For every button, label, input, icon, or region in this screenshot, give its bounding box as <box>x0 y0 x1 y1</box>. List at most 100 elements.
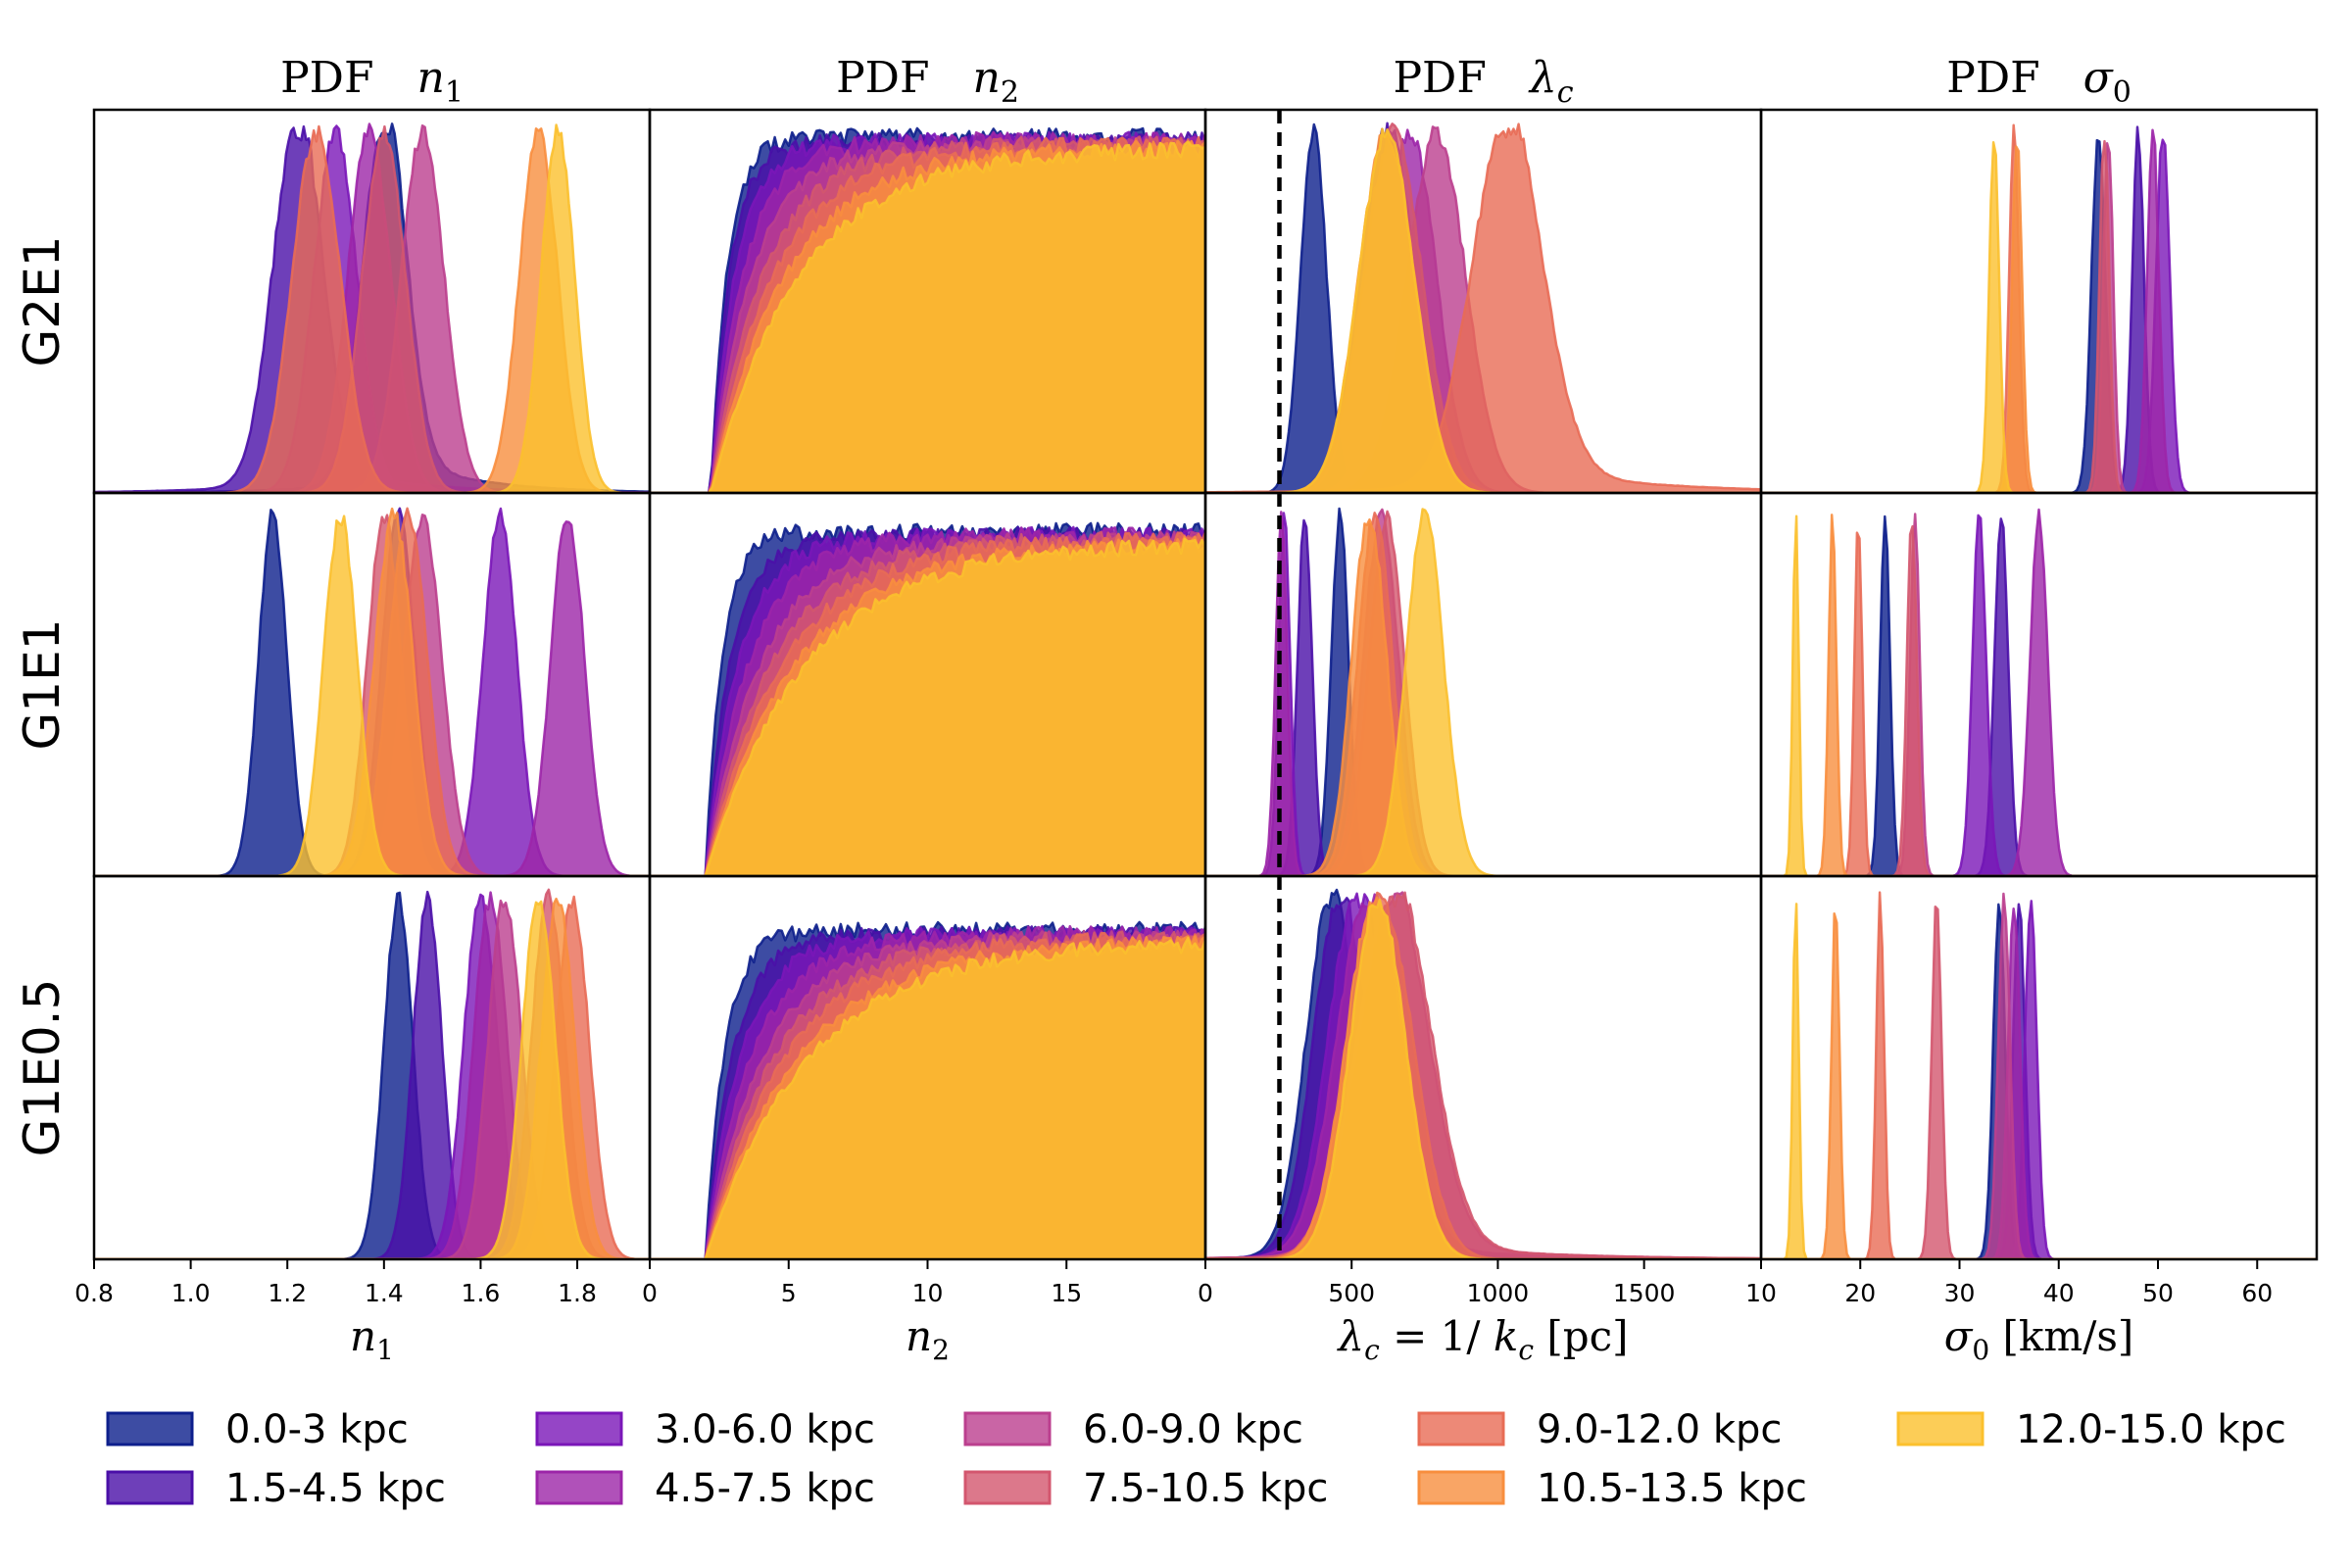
legend-item: 7.5-10.5 kpc <box>963 1466 1328 1511</box>
density-3-0-6-0-kpc <box>1761 138 2317 493</box>
x-axis-label-4: σ0 [km/s] <box>1944 1312 2134 1366</box>
legend-label: 9.0-12.0 kpc <box>1537 1407 1782 1452</box>
x-tick-label: 1.0 <box>172 1279 211 1307</box>
density-12-0-15-0-kpc <box>650 140 1205 493</box>
legend-item: 4.5-7.5 kpc <box>535 1466 875 1511</box>
legend-swatch <box>106 1411 194 1446</box>
density-12-0-15-0-kpc <box>650 537 1205 876</box>
legend-swatch <box>106 1470 194 1505</box>
legend-label: 10.5-13.5 kpc <box>1537 1466 1807 1511</box>
column-title-3: PDF λc <box>1393 53 1573 110</box>
row-label-G1E1: G1E1 <box>14 619 71 751</box>
density-4-5-7-5-kpc <box>1761 128 2317 493</box>
density-10-5-13-5-kpc <box>94 507 650 876</box>
density-1-5-4-5-kpc <box>1205 897 1761 1259</box>
legend-swatch <box>963 1411 1052 1446</box>
x-tick-label: 1.6 <box>462 1279 501 1307</box>
row-label-group: G1E0.5 <box>14 979 71 1157</box>
panel-frame <box>1759 874 2319 1261</box>
density-12-0-15-0-kpc <box>1205 508 1761 876</box>
panel-1-2 <box>650 126 1205 493</box>
panel-1-3 <box>1205 122 1761 493</box>
legend-item: 3.0-6.0 kpc <box>535 1407 875 1452</box>
density-4-5-7-5-kpc <box>1205 511 1761 876</box>
density-0-0-3-kpc <box>94 891 650 1259</box>
density-1-5-4-5-kpc <box>1761 125 2317 493</box>
panel-2-4 <box>1761 508 2317 876</box>
column-title-2: PDF n2 <box>836 53 1019 110</box>
legend-swatch <box>535 1411 623 1446</box>
legend-swatch <box>535 1470 623 1505</box>
x-tick-label: 5 <box>781 1279 797 1307</box>
legend-item: 9.0-12.0 kpc <box>1417 1407 1782 1452</box>
density-0-0-3-kpc <box>1761 138 2317 493</box>
legend-item: 10.5-13.5 kpc <box>1417 1466 1807 1511</box>
legend-label: 0.0-3 kpc <box>225 1407 409 1452</box>
panel-2-2 <box>650 521 1205 876</box>
x-tick-label: 0 <box>642 1279 658 1307</box>
legend-label: 7.5-10.5 kpc <box>1083 1466 1328 1511</box>
density-9-0-12-0-kpc <box>1761 123 2317 493</box>
x-tick-label: 1500 <box>1613 1279 1676 1307</box>
legend-item: 12.0-15.0 kpc <box>1896 1407 2286 1452</box>
panel-2-3 <box>1205 507 1761 876</box>
x-tick-label: 0 <box>1198 1279 1213 1307</box>
density-7-5-10-5-kpc <box>1761 139 2317 493</box>
panel-3-2 <box>650 920 1205 1259</box>
density-12-0-15-0-kpc <box>94 514 650 876</box>
density-7-5-10-5-kpc <box>94 124 650 493</box>
x-tick-label: 1.4 <box>365 1279 404 1307</box>
row-label-group: G2E1 <box>14 236 71 368</box>
x-tick-label: 40 <box>2043 1279 2075 1307</box>
x-tick-label: 500 <box>1328 1279 1375 1307</box>
x-tick-label: 1000 <box>1467 1279 1530 1307</box>
density-1-5-4-5-kpc <box>1205 518 1761 876</box>
x-tick-label: 10 <box>912 1279 944 1307</box>
legend-item: 0.0-3 kpc <box>106 1407 409 1452</box>
row-label-G2E1: G2E1 <box>14 236 71 368</box>
legend-swatch <box>1417 1411 1505 1446</box>
legend-swatch <box>1417 1470 1505 1505</box>
legend-label: 12.0-15.0 kpc <box>2016 1407 2286 1452</box>
x-tick-label: 15 <box>1051 1279 1082 1307</box>
density-12-0-15-0-kpc <box>94 900 650 1259</box>
column-title-1: PDF n1 <box>280 53 464 110</box>
density-9-0-12-0-kpc <box>94 124 650 493</box>
density-4-5-7-5-kpc <box>1761 508 2317 876</box>
panel-3-1 <box>94 888 650 1259</box>
legend-swatch <box>963 1470 1052 1505</box>
x-axis-label-3: λc = 1/ kc [pc] <box>1336 1312 1628 1366</box>
legend-label: 1.5-4.5 kpc <box>225 1466 446 1511</box>
panel-2-1 <box>94 507 650 876</box>
row-label-G1E0.5: G1E0.5 <box>14 979 71 1157</box>
x-tick-label: 20 <box>1844 1279 1876 1307</box>
density-10-5-13-5-kpc <box>1761 145 2317 493</box>
x-tick-label: 0.8 <box>74 1279 114 1307</box>
legend-label: 3.0-6.0 kpc <box>655 1407 875 1452</box>
legend-item: 1.5-4.5 kpc <box>106 1466 446 1511</box>
row-label-group: G1E1 <box>14 619 71 751</box>
panel-3-4 <box>1761 891 2317 1259</box>
density-12-0-15-0-kpc <box>650 936 1205 1259</box>
density-9-0-12-0-kpc <box>1761 531 2317 876</box>
density-12-0-15-0-kpc <box>94 123 650 493</box>
density-6-0-9-0-kpc <box>1761 142 2317 493</box>
x-tick-label: 10 <box>1745 1279 1777 1307</box>
x-axis-label-2: n2 <box>906 1312 950 1366</box>
panel-1-1 <box>94 122 650 493</box>
legend-item: 6.0-9.0 kpc <box>963 1407 1303 1452</box>
column-title-4: PDF σ0 <box>1946 53 2132 110</box>
density-12-0-15-0-kpc <box>1761 140 2317 493</box>
density-3-0-6-0-kpc <box>1761 900 2317 1259</box>
panel-3-3 <box>1205 888 1761 1259</box>
x-tick-label: 1.2 <box>268 1279 307 1307</box>
panel-1-4 <box>1761 123 2317 493</box>
legend-label: 4.5-7.5 kpc <box>655 1466 875 1511</box>
density-3-0-6-0-kpc <box>1205 512 1761 876</box>
legend-swatch <box>1896 1411 1984 1446</box>
panel-frame <box>1759 108 2319 495</box>
x-tick-label: 60 <box>2241 1279 2273 1307</box>
legend-label: 6.0-9.0 kpc <box>1083 1407 1303 1452</box>
x-tick-label: 1.8 <box>558 1279 597 1307</box>
